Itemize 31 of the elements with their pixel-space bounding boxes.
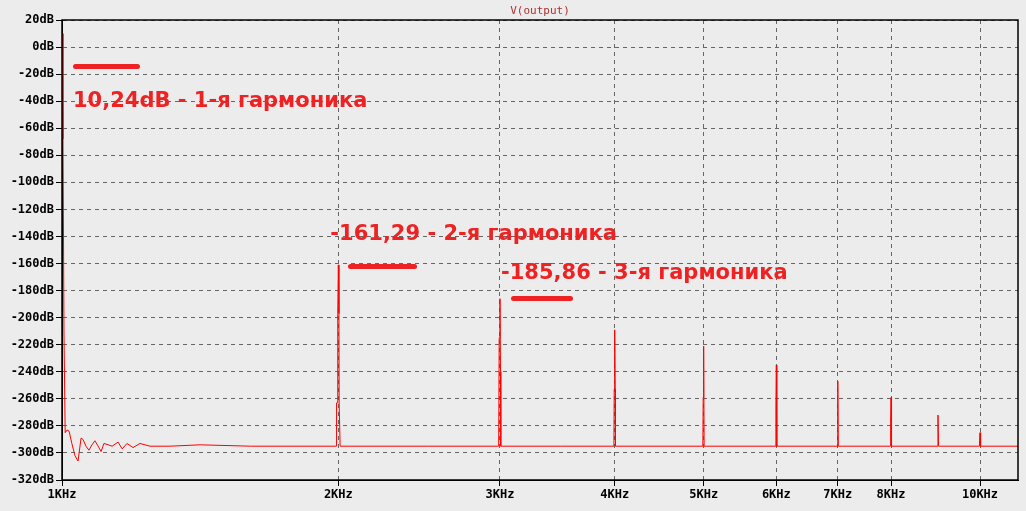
x-tick-label: 3KHz	[485, 487, 515, 502]
x-tick-label: 5KHz	[689, 487, 719, 502]
x-tick-label: 10KHz	[961, 487, 999, 502]
y-tick-label: 0dB	[32, 39, 54, 54]
y-tick-label: -320dB	[10, 472, 54, 487]
x-tick-label: 7KHz	[823, 487, 853, 502]
x-tick-label: 8KHz	[876, 487, 906, 502]
y-tick-label: -140dB	[10, 228, 54, 243]
y-tick-label: -100dB	[10, 174, 54, 189]
y-tick-label: -80dB	[17, 147, 54, 162]
y-tick-label: -300dB	[10, 445, 54, 460]
chart-title: V(output)	[510, 3, 570, 17]
y-tick-label: -240dB	[10, 363, 54, 378]
annotation: -161,29 - 2-я гармоника	[330, 221, 617, 246]
y-tick-label: -120dB	[10, 201, 54, 216]
y-tick-label: -200dB	[10, 309, 54, 324]
x-tick-label: 1KHz	[47, 487, 77, 502]
x-tick-label: 4KHz	[600, 487, 630, 502]
y-tick-label: 20dB	[25, 12, 54, 27]
y-tick-label: -160dB	[10, 255, 54, 270]
annotation: -185,86 - 3-я гармоника	[501, 259, 788, 284]
y-tick-label: -20dB	[17, 66, 54, 81]
y-tick-label: -40dB	[17, 93, 54, 108]
x-tick-label: 6KHz	[761, 487, 791, 502]
y-tick-label: -60dB	[17, 120, 54, 135]
y-tick-label: -180dB	[10, 282, 54, 297]
y-tick-label: -280dB	[10, 418, 54, 433]
y-tick-label: -260dB	[10, 390, 54, 405]
x-tick-label: 2KHz	[323, 487, 353, 502]
annotation: 10,24dB - 1-я гармоника	[73, 88, 368, 113]
y-tick-label: -220dB	[10, 336, 54, 351]
